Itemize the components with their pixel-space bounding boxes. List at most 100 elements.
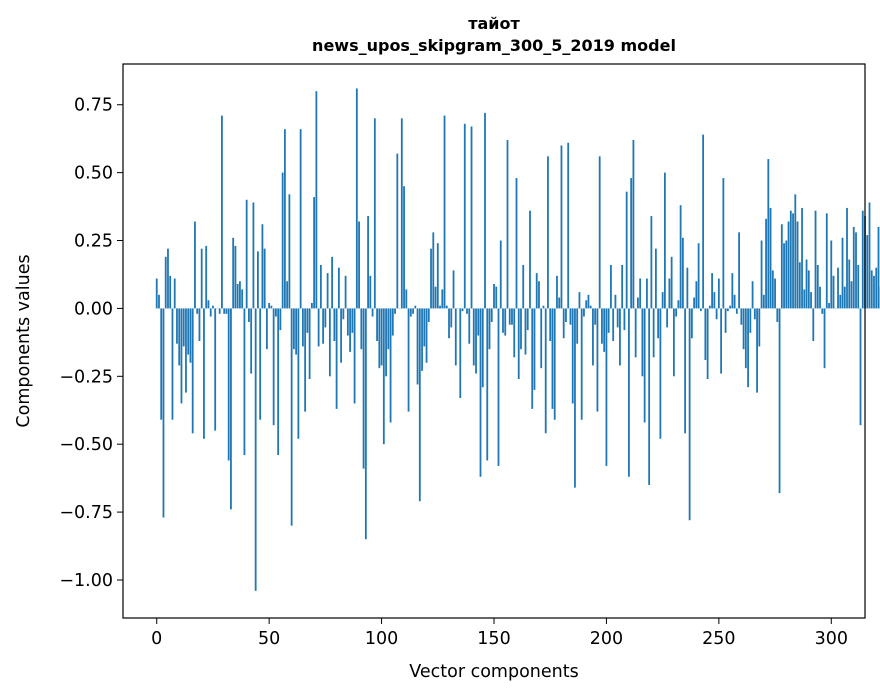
- y-tick-label: 0.00: [74, 299, 113, 319]
- bar: [277, 308, 280, 456]
- bar: [634, 308, 637, 358]
- chart-title: тайот: [468, 14, 520, 33]
- bar: [403, 186, 405, 309]
- bar: [167, 248, 169, 309]
- bar: [855, 232, 857, 309]
- bar: [369, 275, 372, 309]
- bar: [319, 264, 322, 309]
- bar: [495, 286, 498, 309]
- bar: [472, 308, 475, 366]
- bar: [580, 308, 583, 420]
- bar: [787, 221, 790, 309]
- bar: [169, 275, 172, 309]
- bar: [371, 308, 374, 317]
- bar: [522, 264, 525, 309]
- bar: [601, 308, 603, 344]
- bar: [688, 308, 691, 521]
- bar: [263, 248, 266, 309]
- bar: [245, 199, 248, 309]
- bar: [261, 224, 264, 309]
- bar-series: [155, 88, 880, 591]
- bar: [866, 235, 869, 309]
- bar: [713, 292, 716, 309]
- bar: [850, 281, 853, 309]
- bar: [621, 264, 624, 309]
- bar: [551, 308, 554, 409]
- bar: [740, 308, 743, 325]
- bar: [283, 129, 286, 309]
- bar: [416, 308, 419, 385]
- y-axis-label: Components values: [14, 254, 34, 427]
- bar: [789, 210, 792, 309]
- bar: [468, 308, 471, 344]
- bar: [452, 270, 455, 309]
- bar: [466, 308, 468, 314]
- bar: [596, 308, 599, 412]
- bar: [711, 273, 713, 309]
- bar: [200, 248, 203, 309]
- bar: [825, 213, 828, 309]
- bar: [448, 308, 450, 339]
- bar: [868, 202, 871, 309]
- bar: [796, 221, 799, 309]
- bar: [481, 308, 484, 388]
- bar: [681, 237, 684, 309]
- bar: [164, 256, 167, 309]
- bar: [477, 308, 480, 336]
- bar: [463, 123, 466, 309]
- bar: [385, 308, 387, 377]
- bar: [742, 308, 745, 350]
- bar: [841, 237, 844, 309]
- bar: [630, 178, 633, 309]
- bar: [553, 308, 556, 420]
- bar: [529, 210, 531, 309]
- bar: [646, 278, 648, 309]
- bar: [623, 308, 626, 331]
- bar: [259, 308, 262, 420]
- bar: [558, 297, 561, 309]
- bar: [735, 308, 738, 314]
- bar: [194, 221, 196, 309]
- bar: [612, 308, 615, 341]
- bar: [382, 308, 385, 445]
- bar: [697, 243, 700, 309]
- bar: [196, 308, 199, 314]
- bar: [158, 294, 160, 309]
- bar: [364, 308, 367, 540]
- bar: [632, 140, 635, 309]
- bar: [227, 308, 230, 461]
- bar: [178, 308, 181, 366]
- bar: [317, 308, 320, 347]
- bar: [425, 308, 428, 363]
- bar: [322, 308, 325, 344]
- bar: [798, 262, 801, 309]
- bar: [243, 308, 246, 456]
- bar: [454, 308, 457, 366]
- bar: [792, 213, 794, 309]
- bar: [288, 194, 291, 309]
- bar: [654, 248, 657, 309]
- bar: [160, 308, 163, 420]
- bar: [344, 275, 347, 309]
- bar: [675, 308, 678, 317]
- bar: [587, 294, 590, 309]
- bar: [828, 302, 830, 309]
- x-axis-ticks: 0 50 100 150 200 250 300: [151, 618, 848, 649]
- bar: [162, 308, 165, 518]
- bar: [641, 308, 644, 377]
- bar: [805, 259, 808, 309]
- bar: [198, 308, 201, 341]
- bar: [266, 308, 268, 350]
- bar: [659, 308, 662, 439]
- bar: [592, 308, 594, 366]
- bar: [695, 281, 698, 309]
- bar: [248, 308, 250, 322]
- x-axis-label: Vector components: [409, 662, 578, 682]
- bar: [744, 308, 747, 369]
- bar: [396, 153, 399, 309]
- bar: [540, 308, 543, 369]
- bar: [362, 308, 365, 469]
- bar: [767, 159, 770, 309]
- bar: [389, 308, 392, 423]
- y-tick-label: −0.25: [59, 367, 113, 387]
